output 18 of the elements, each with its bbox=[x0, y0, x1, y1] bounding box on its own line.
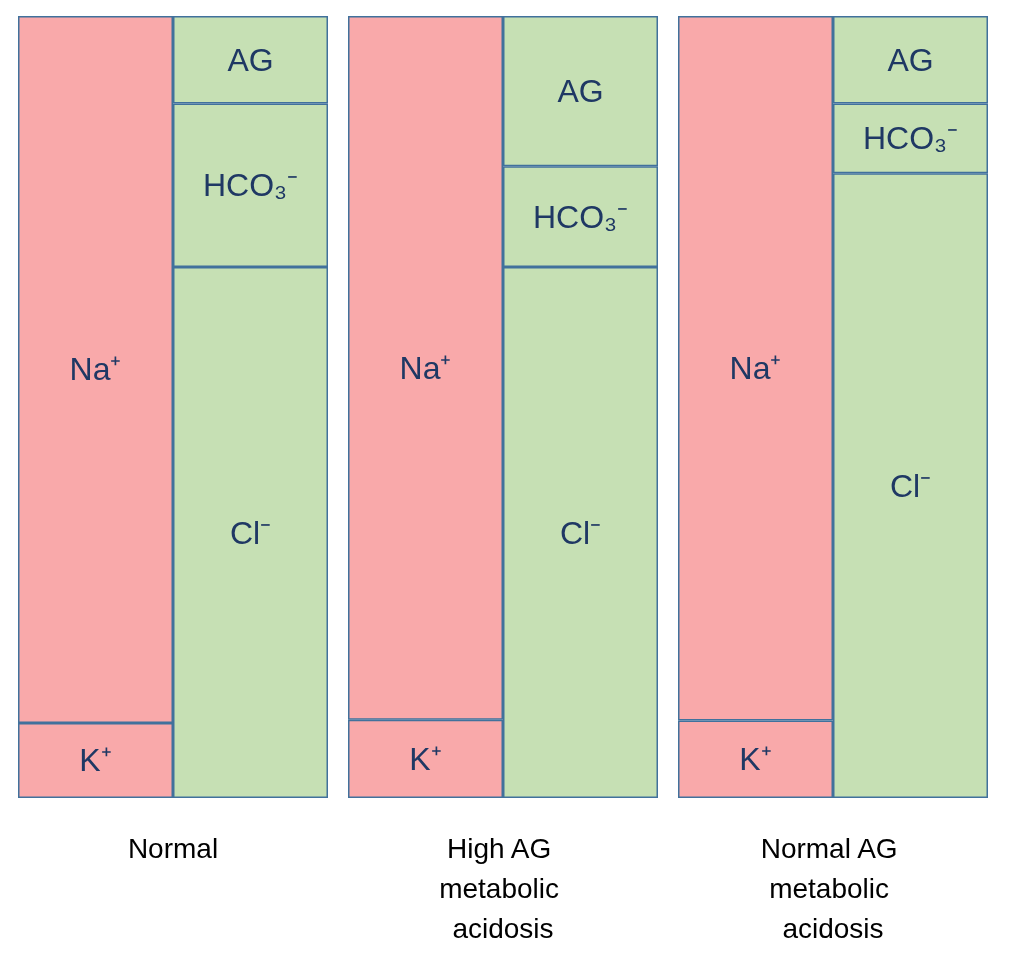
x-axis-title: High AG metabolic acidosis bbox=[439, 832, 567, 944]
series-label: AG bbox=[227, 41, 274, 78]
series-label: Cl⁻ bbox=[229, 514, 272, 551]
series-label: Na⁺ bbox=[69, 351, 122, 388]
series-label: K⁺ bbox=[409, 740, 442, 777]
series-label: Cl⁻ bbox=[889, 467, 932, 504]
series-label: Na⁺ bbox=[399, 349, 452, 386]
series-label: Cl⁻ bbox=[559, 514, 602, 551]
series-label: HCO₃⁻ bbox=[862, 120, 959, 157]
series-label: HCO₃⁻ bbox=[202, 167, 299, 204]
x-axis-title: Normal AG metabolic acidosis bbox=[760, 832, 906, 944]
series-label: Na⁺ bbox=[729, 350, 782, 387]
series-label: AG bbox=[557, 73, 604, 110]
series-label: K⁺ bbox=[79, 742, 112, 779]
series-label: K⁺ bbox=[739, 741, 772, 778]
series-label: AG bbox=[887, 41, 934, 78]
series-label: HCO₃⁻ bbox=[532, 198, 629, 235]
x-axis-title: Normal bbox=[127, 832, 219, 864]
